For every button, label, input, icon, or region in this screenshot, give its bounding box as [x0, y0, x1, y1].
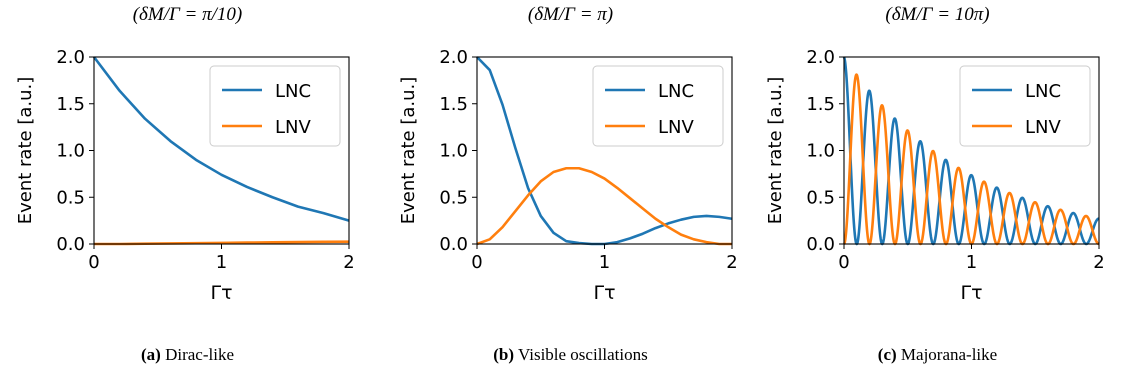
x-axis-label: Γτ	[210, 282, 232, 304]
caption-text: Visible oscillations	[517, 345, 648, 364]
caption-text: Dirac-like	[165, 345, 234, 364]
y-tick-label: 1.5	[56, 94, 85, 115]
legend-label-lnc: LNC	[658, 81, 694, 102]
chart-title: (δM/Γ = π/10)	[132, 4, 243, 25]
chart-a: 0 1 2 0.0 0.5 1.0 1.5 2.0 Γτ Event rate [a.u.] LNC…	[15, 47, 355, 304]
figure-caption: (b) Visible oscillations	[383, 345, 758, 365]
y-tick-label: 1.5	[439, 94, 468, 115]
figure-caption: (c) Majorana-like	[750, 345, 1125, 365]
legend-label-lnv: LNV	[1025, 117, 1061, 138]
panel-b: (δM/Γ = π) 0 1 2 0.0 0.5 1.0 1.5 2.0 Γτ Event rat…	[383, 0, 758, 382]
x-tick-label: 0	[471, 252, 482, 273]
x-tick-label: 0	[88, 252, 99, 273]
chart-title: (δM/Γ = 10π)	[885, 4, 990, 25]
legend-label-lnc: LNC	[275, 81, 311, 102]
figure-caption: (a) Dirac-like	[0, 345, 375, 365]
chart-title: (δM/Γ = π)	[527, 4, 614, 25]
y-tick-label: 0.5	[56, 187, 85, 208]
caption-text: Majorana-like	[900, 345, 998, 364]
y-tick-label: 0.0	[439, 234, 468, 255]
caption-tag: (b)	[493, 345, 515, 364]
x-tick-label: 1	[216, 252, 227, 273]
y-tick-label: 0.5	[439, 187, 468, 208]
series-line-lnc	[842, 56, 1100, 246]
legend-label-lnv: LNV	[658, 117, 694, 138]
y-tick-label: 1.0	[806, 141, 835, 162]
x-tick-label: 2	[726, 252, 737, 273]
y-tick-label: 2.0	[806, 47, 835, 68]
panel-a: (δM/Γ = π/10) 0 1 2 0.0 0.5 1.0 1.5 2.0 Γτ Event …	[0, 0, 375, 382]
y-axis-label: Event rate [a.u.]	[15, 77, 36, 225]
x-tick-label: 2	[343, 252, 354, 273]
y-tick-label: 1.0	[439, 141, 468, 162]
x-tick-label: 2	[1093, 252, 1104, 273]
y-tick-label: 0.0	[56, 234, 85, 255]
series-line-lnc	[92, 56, 350, 222]
x-tick-label: 1	[966, 252, 977, 273]
y-axis-label: Event rate [a.u.]	[765, 77, 786, 225]
y-tick-label: 0.0	[806, 234, 835, 255]
legend-label-lnc: LNC	[1025, 81, 1061, 102]
chart-b: 0 1 2 0.0 0.5 1.0 1.5 2.0 Γτ Event rate [a.u.] LNC…	[398, 47, 738, 304]
y-tick-label: 1.5	[806, 94, 835, 115]
y-tick-label: 2.0	[439, 47, 468, 68]
chart-c: 0 1 2 0.0 0.5 1.0 1.5 2.0 Γτ Event rate [a.u.] LNC…	[765, 47, 1105, 304]
x-axis-label: Γτ	[960, 282, 982, 304]
x-tick-label: 0	[838, 252, 849, 273]
caption-tag: (c)	[877, 345, 897, 364]
series-line-lnv	[476, 166, 732, 246]
y-axis-label: Event rate [a.u.]	[398, 77, 419, 225]
x-tick-label: 1	[599, 252, 610, 273]
y-tick-label: 2.0	[56, 47, 85, 68]
caption-tag: (a)	[141, 345, 161, 364]
panel-c: (δM/Γ = 10π) 0 1 2 0.0 0.5 1.0 1.5 2.0 Γτ Event r…	[750, 0, 1125, 382]
legend-label-lnv: LNV	[275, 117, 311, 138]
y-tick-label: 1.0	[56, 141, 85, 162]
x-axis-label: Γτ	[593, 282, 615, 304]
y-tick-label: 0.5	[806, 187, 835, 208]
